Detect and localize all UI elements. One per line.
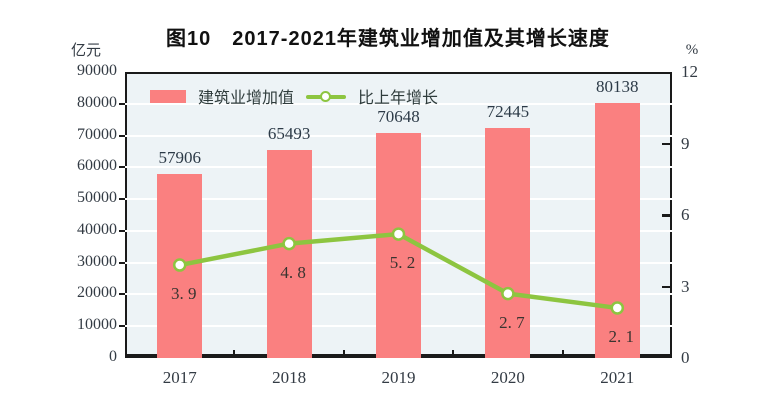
bar-2019 [376,133,421,358]
y-axis-tick [119,325,125,328]
chart-title: 图10 2017-2021年建筑业增加值及其增长速度 [166,28,610,50]
growth-value-label: 4. 8 [280,262,306,282]
growth-value-label: 5. 2 [389,253,416,273]
growth-value-label: 2. 7 [499,312,525,332]
right-axis-label: 9 [681,133,690,153]
legend-bar-label: 建筑业增加值 [198,90,295,107]
x-axis-tick [342,350,345,358]
y-axis-tick [119,293,125,296]
y-axis-label: 30000 [77,252,117,270]
right-axis-unit: % [685,42,699,58]
bar-2017 [157,173,203,358]
y-axis-tick [119,134,125,137]
year-label: 2019 [381,368,416,387]
right-axis-tick [662,142,670,145]
y-axis-tick [119,102,125,105]
y-axis-tick [119,198,125,201]
y-axis-label: 0 [109,348,117,365]
year-label: 2018 [272,368,307,387]
year-label: 2021 [600,368,635,387]
x-axis-tick [233,350,236,358]
y-axis-label: 70000 [77,125,117,143]
legend-line-marker-icon [306,90,347,103]
y-axis-label: 90000 [77,62,117,79]
y-axis-label: 80000 [77,93,117,111]
bar-2018 [266,149,312,358]
bar-value-label: 65493 [267,123,311,143]
right-axis-label: 3 [681,276,690,296]
right-axis-tick [662,285,670,288]
left-axis-unit: 亿元 [70,43,101,59]
bar-value-label: 72445 [486,101,530,121]
bar-value-label: 70648 [377,107,420,127]
right-axis-tick [662,214,670,217]
y-axis-label: 20000 [77,284,117,302]
right-axis-label: 6 [681,205,690,224]
legend-line-label: 比上年增长 [358,90,439,107]
legend: 建筑业增加值 比上年增长 [150,84,438,108]
y-axis-label: 60000 [77,157,117,175]
bar-value-label: 57906 [158,147,201,167]
growth-value-label: 3. 9 [170,284,197,304]
y-axis-label: 50000 [77,189,117,207]
legend-bar-swatch [150,89,186,103]
year-label: 2020 [490,368,525,387]
y-axis-label: 10000 [77,316,117,334]
right-axis-label: 12 [681,62,698,81]
y-axis-tick [119,261,125,264]
right-axis-label: 0 [681,348,690,367]
x-axis-tick [561,350,564,358]
bar-value-label: 80138 [596,77,639,97]
x-axis-tick [452,350,455,358]
y-axis-tick [119,166,125,169]
growth-value-label: 2. 1 [608,326,635,346]
year-label: 2017 [162,368,197,387]
y-axis-label: 40000 [77,220,117,238]
bar-2021 [594,103,640,358]
gridline [125,102,672,105]
y-axis-tick [119,229,125,232]
